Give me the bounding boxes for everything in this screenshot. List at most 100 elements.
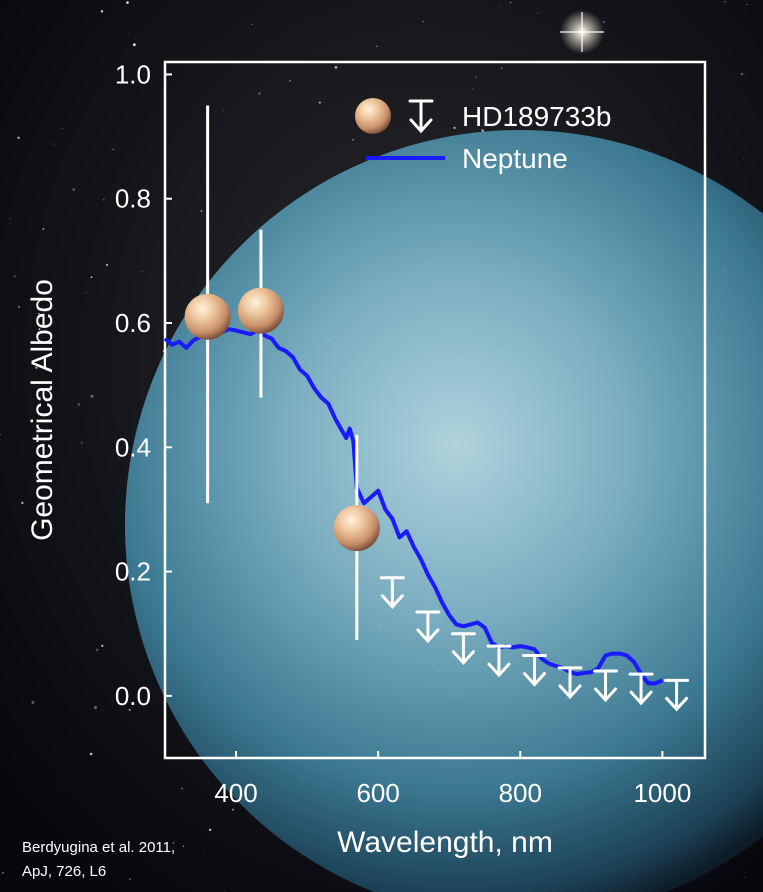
- planet-background: [125, 130, 763, 892]
- star-dot: [21, 501, 24, 505]
- star-dot: [182, 845, 185, 847]
- star-dot: [132, 43, 136, 47]
- star-dot: [95, 648, 99, 652]
- citation-line-1: Berdyugina et al. 2011,: [22, 839, 175, 856]
- star-dot: [603, 20, 605, 23]
- star-dot: [102, 198, 105, 201]
- plot-frame: [163, 60, 707, 760]
- star-dot: [72, 188, 75, 191]
- star-dot: [224, 890, 226, 892]
- star-dot: [85, 292, 87, 294]
- star-dot: [352, 138, 355, 141]
- plot-area: [163, 105, 690, 712]
- star-dot: [172, 842, 175, 844]
- legend-arrow-down-icon: [408, 99, 434, 134]
- upper-limit-arrow: [486, 644, 512, 678]
- star-dot: [500, 67, 503, 70]
- star-dot: [94, 706, 97, 709]
- star-dot: [453, 126, 456, 130]
- x-axis-title: Wavelength, nm: [337, 826, 553, 859]
- star-dot: [509, 1, 512, 4]
- star-dot: [128, 32, 130, 34]
- legend: HD189733b Neptune: [355, 98, 611, 174]
- upper-limit-arrow: [628, 672, 654, 706]
- x-tick-label: 400: [214, 778, 257, 808]
- star-dot: [141, 270, 143, 272]
- upper-limit-arrow: [593, 669, 619, 703]
- star-dot: [744, 876, 747, 879]
- star-dot: [318, 101, 321, 104]
- star-dot: [289, 79, 292, 82]
- star-dot: [498, 6, 500, 8]
- star-dot: [537, 12, 539, 14]
- y-tick-label: 0.6: [115, 308, 151, 338]
- y-tick-label: 0.8: [115, 184, 151, 214]
- star-dot: [746, 4, 748, 6]
- bright-star: [560, 10, 604, 54]
- citation-line-2: ApJ, 726, L6: [22, 863, 106, 880]
- star-dot: [376, 45, 378, 48]
- star-dot: [129, 878, 131, 881]
- y-tick-label: 0.2: [115, 557, 151, 587]
- star-dot: [231, 808, 235, 811]
- star-dot: [602, 121, 604, 123]
- star-dot: [38, 328, 41, 331]
- star-dot: [472, 88, 474, 90]
- legend-item-neptune: Neptune: [366, 143, 568, 174]
- star-dot: [105, 263, 109, 267]
- star-dot: [90, 394, 94, 398]
- star-dot: [222, 109, 225, 111]
- star-dot: [100, 10, 104, 13]
- star-dot: [61, 127, 63, 129]
- star-dot: [743, 157, 745, 160]
- star-dot: [200, 209, 203, 213]
- star-dot: [1, 871, 4, 874]
- star-dot: [112, 148, 115, 150]
- star-dot: [17, 305, 20, 308]
- star-dot: [13, 275, 16, 278]
- star-dot: [90, 276, 93, 278]
- star-dot: [9, 218, 11, 220]
- legend-planet-marker: [355, 98, 391, 134]
- y-axis-title: Geometrical Albedo: [26, 279, 59, 541]
- star-dot: [128, 708, 131, 712]
- y-axis: 0.0 0.2 0.4 0.6 0.8 1.0: [115, 59, 172, 711]
- star-dot: [0, 433, 1, 436]
- star-dot: [209, 828, 212, 831]
- x-axis: 400 600 800 1000: [214, 751, 691, 808]
- star-dot: [58, 785, 60, 787]
- star-dot: [101, 644, 104, 647]
- star-dot: [740, 72, 744, 76]
- star-dot: [89, 752, 93, 756]
- y-tick-label: 0.0: [115, 681, 151, 711]
- star-dot: [35, 366, 38, 369]
- star-dot: [53, 143, 55, 145]
- star-dot: [42, 228, 45, 230]
- upper-limit-arrow: [664, 678, 690, 712]
- hd189733b-data-point: [237, 287, 284, 334]
- hd189733b-data-point: [184, 293, 231, 340]
- star-dot: [38, 313, 40, 315]
- star-dot: [334, 65, 338, 69]
- star-dot: [181, 787, 184, 790]
- star-dot: [475, 76, 477, 78]
- neptune-spectrum-line: [163, 327, 664, 686]
- y-tick-label: 1.0: [115, 59, 151, 89]
- star-dot: [203, 852, 204, 854]
- upper-limit-arrow: [521, 653, 547, 687]
- star-dot: [17, 136, 20, 139]
- star-dot: [48, 316, 50, 318]
- star-dot: [126, 1, 129, 4]
- star-dot: [724, 0, 726, 3]
- hd189733b-data-point: [333, 505, 380, 552]
- star-dot: [481, 129, 485, 133]
- x-tick-label: 1000: [633, 778, 691, 808]
- legend-label-neptune: Neptune: [462, 143, 568, 174]
- star-dot: [251, 24, 253, 25]
- star-dot: [258, 92, 261, 95]
- star-dot: [77, 403, 81, 406]
- legend-item-hd189733b: HD189733b: [355, 98, 611, 134]
- upper-limit-arrow: [557, 666, 583, 700]
- upper-limit-arrow: [450, 632, 476, 665]
